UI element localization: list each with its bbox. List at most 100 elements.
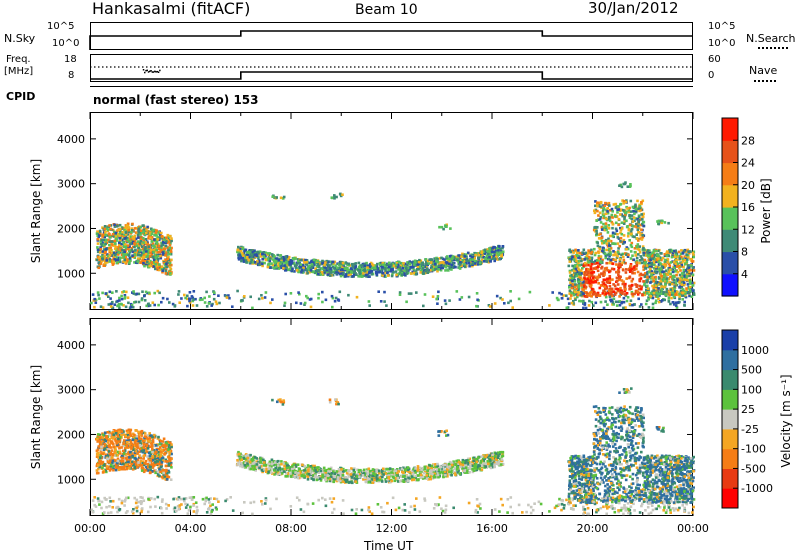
power-cell — [686, 264, 690, 267]
power-cell — [205, 305, 209, 308]
velocity-cell — [207, 498, 211, 501]
power-cell — [298, 292, 301, 296]
power-cell — [692, 269, 696, 272]
power-cell — [661, 256, 665, 260]
velocity-cell — [194, 501, 198, 504]
velocity-cell — [118, 508, 122, 511]
power-cell — [621, 240, 625, 244]
velocity-cell — [360, 508, 364, 512]
nave-tick-bottom: 0 — [708, 70, 715, 81]
power-cell — [160, 300, 163, 304]
power-cell — [558, 291, 561, 295]
power-cell — [674, 269, 677, 273]
power-cell — [611, 234, 614, 238]
power-cell — [623, 214, 627, 217]
power-cell — [164, 241, 167, 245]
power-cell — [474, 253, 477, 257]
power-cell — [192, 298, 195, 301]
velocity-cell — [264, 497, 268, 500]
power-cell — [116, 304, 119, 308]
velocity-cell — [630, 496, 634, 500]
power-cell — [629, 243, 633, 247]
power-cell — [390, 274, 394, 278]
power-cell — [582, 292, 585, 295]
power-cell — [319, 271, 322, 275]
power-cell — [142, 255, 146, 259]
power-cell — [228, 296, 231, 300]
power-cell — [190, 295, 194, 298]
power-cell — [642, 265, 645, 268]
power-cell — [158, 268, 161, 272]
velocity-cell — [289, 505, 293, 508]
power-cell — [676, 301, 680, 304]
power-cell — [279, 262, 282, 266]
power-cell — [118, 227, 122, 231]
power-cell — [573, 285, 576, 289]
power-cell — [436, 269, 439, 273]
power-cell — [289, 265, 293, 269]
power-cell — [388, 261, 391, 265]
power-cell — [652, 255, 656, 259]
power-cell — [678, 257, 682, 260]
power-cell — [258, 250, 262, 253]
power-cell — [643, 262, 647, 265]
power-cell — [329, 274, 332, 277]
power-cell — [424, 271, 427, 274]
freq-blip — [142, 69, 145, 71]
velocity-cell — [625, 508, 628, 511]
power-cell — [689, 280, 692, 284]
power-cell — [161, 243, 165, 247]
power-cell — [133, 256, 137, 259]
power-cell — [605, 242, 609, 245]
power-cell — [356, 268, 360, 271]
velocity-cell — [593, 502, 597, 506]
power-cell — [149, 251, 152, 254]
power-cell — [121, 248, 124, 252]
power-cell — [653, 291, 656, 295]
power-cell — [640, 228, 643, 231]
power-cell — [593, 247, 596, 251]
power-cell — [606, 210, 609, 213]
power-cell — [136, 233, 140, 237]
power-cell — [623, 215, 626, 219]
power-cell — [198, 298, 202, 302]
power-cell — [103, 235, 106, 239]
power-cell — [116, 251, 119, 254]
power-cell — [99, 305, 103, 308]
power-cell — [110, 251, 114, 255]
power-cell — [579, 299, 583, 303]
power-cell — [108, 250, 111, 254]
power-cell — [665, 277, 669, 280]
velocity-cell — [586, 506, 590, 510]
power-cell — [105, 257, 109, 260]
power-cell — [118, 236, 121, 240]
power-cell — [637, 207, 640, 211]
power-cell — [401, 264, 404, 268]
power-cell — [682, 271, 686, 274]
power-cell — [154, 263, 157, 266]
power-cell — [99, 240, 102, 243]
velocity-cell — [567, 502, 571, 506]
power-cell — [381, 271, 385, 275]
power-cell — [227, 294, 230, 297]
power-cell — [398, 266, 402, 269]
power-cell — [488, 305, 492, 308]
power-cell — [630, 280, 634, 283]
power-cell — [598, 211, 602, 215]
power-cell — [692, 289, 695, 292]
power-cell — [666, 261, 669, 264]
power-cell — [676, 279, 680, 282]
velocity-cell — [201, 497, 205, 501]
power-cell — [270, 253, 274, 256]
power-cell — [448, 254, 452, 258]
power-cell — [608, 216, 611, 220]
power-cell — [453, 258, 456, 262]
power-cell — [687, 287, 691, 290]
power-cell — [636, 199, 639, 203]
power-cell — [105, 259, 108, 262]
power-cell — [458, 263, 462, 266]
power-cell — [662, 277, 666, 281]
power-cell — [579, 276, 582, 279]
power-cell — [113, 303, 117, 306]
power-cell — [635, 267, 638, 271]
